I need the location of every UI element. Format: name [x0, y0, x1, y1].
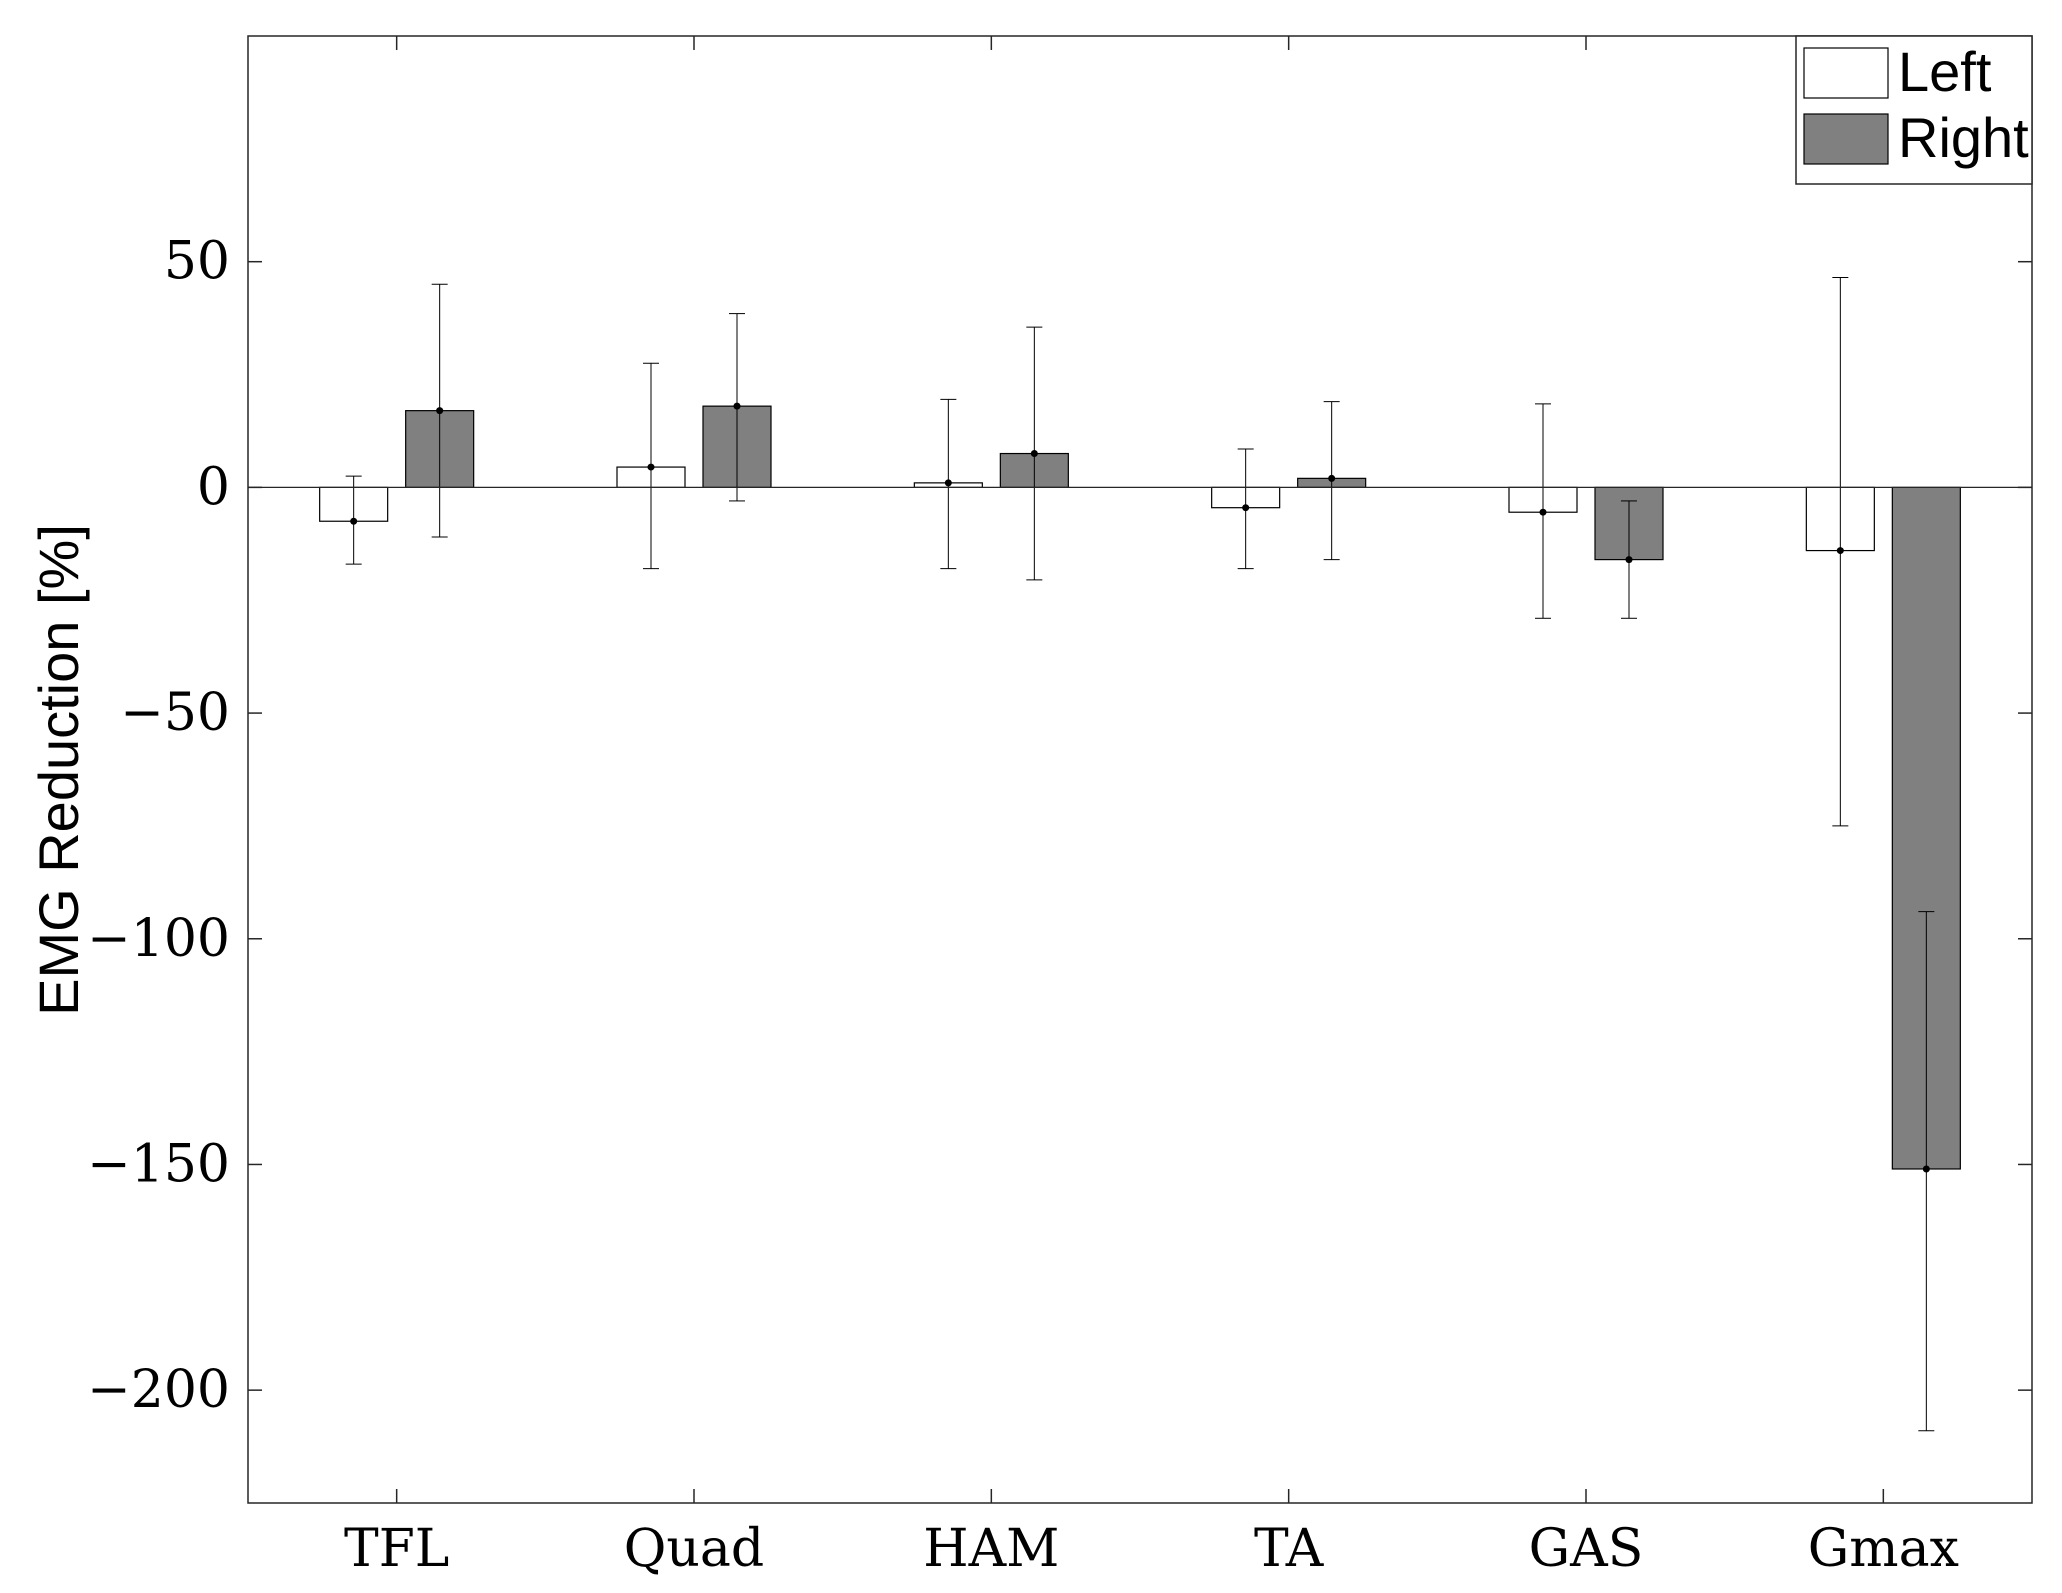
- mean-point: [733, 402, 741, 410]
- legend-swatch-right: [1803, 113, 1889, 165]
- y-axis-ticks: 50 0 −50 −100 −150 −200: [87, 232, 2032, 1420]
- mean-point: [436, 407, 444, 415]
- y-tick-label: 0: [197, 457, 230, 517]
- mean-point: [1030, 450, 1038, 458]
- mean-point: [944, 479, 952, 487]
- x-axis-ticks: TFL Quad HAM TA GAS Gmax: [344, 36, 1959, 1579]
- y-tick-label: −200: [87, 1360, 230, 1420]
- y-tick-label: 50: [164, 232, 230, 292]
- mean-point: [1625, 556, 1633, 564]
- y-axis-label: EMG Reduction [%]: [27, 524, 90, 1016]
- x-tick-label: Quad: [624, 1519, 764, 1579]
- mean-point: [1328, 474, 1336, 482]
- y-tick-label: −50: [120, 683, 230, 743]
- legend-swatch-left: [1803, 47, 1889, 99]
- x-tick-label: Gmax: [1808, 1519, 1959, 1579]
- legend-label-left: Left: [1898, 40, 1992, 103]
- mean-point: [1836, 547, 1844, 555]
- y-tick-label: −150: [87, 1134, 230, 1194]
- legend-label-right: Right: [1898, 106, 2029, 169]
- x-tick-label: GAS: [1529, 1519, 1644, 1579]
- mean-point: [1539, 508, 1547, 516]
- x-tick-label: TA: [1254, 1519, 1325, 1579]
- y-tick-label: −100: [87, 909, 230, 969]
- mean-point: [1922, 1165, 1930, 1173]
- x-tick-label: TFL: [344, 1519, 449, 1579]
- plot-area: [247, 35, 2033, 1504]
- axes-box: [247, 35, 2033, 1504]
- mean-point: [647, 463, 655, 471]
- x-tick-label: HAM: [923, 1519, 1059, 1579]
- mean-point: [350, 517, 358, 525]
- mean-point: [1242, 504, 1250, 512]
